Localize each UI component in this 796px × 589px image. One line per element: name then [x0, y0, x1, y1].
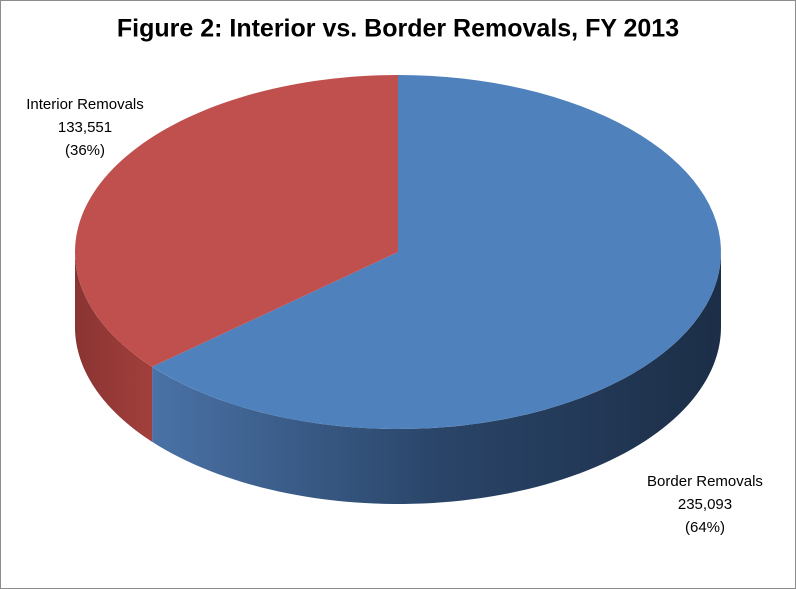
chart-title: Figure 2: Interior vs. Border Removals, … [117, 15, 679, 43]
slice-side [152, 252, 721, 504]
pie [75, 75, 721, 504]
value-label: 133,551 [58, 119, 112, 136]
value-label: 235,093 [678, 496, 732, 513]
slice [75, 75, 398, 367]
slice-label: Border Removals [647, 473, 763, 490]
percent-label: (36%) [65, 142, 105, 159]
slice-label: Interior Removals [26, 96, 144, 113]
percent-label: (64%) [685, 519, 725, 536]
slice [152, 75, 721, 429]
slice-side [75, 252, 153, 442]
